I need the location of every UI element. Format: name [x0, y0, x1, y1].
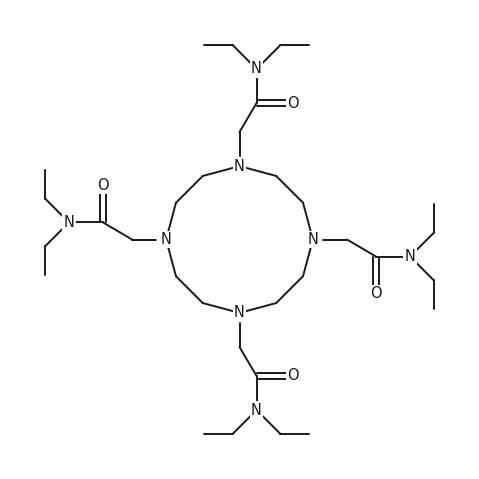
Text: N: N [251, 402, 262, 418]
Text: N: N [308, 232, 319, 247]
Text: N: N [64, 215, 74, 230]
Text: O: O [287, 95, 299, 111]
Text: O: O [287, 368, 299, 384]
Text: N: N [234, 306, 245, 320]
Text: N: N [251, 61, 262, 77]
Text: N: N [405, 249, 415, 264]
Text: N: N [234, 159, 245, 173]
Text: O: O [97, 178, 109, 193]
Text: O: O [370, 286, 382, 301]
Text: N: N [160, 232, 171, 247]
